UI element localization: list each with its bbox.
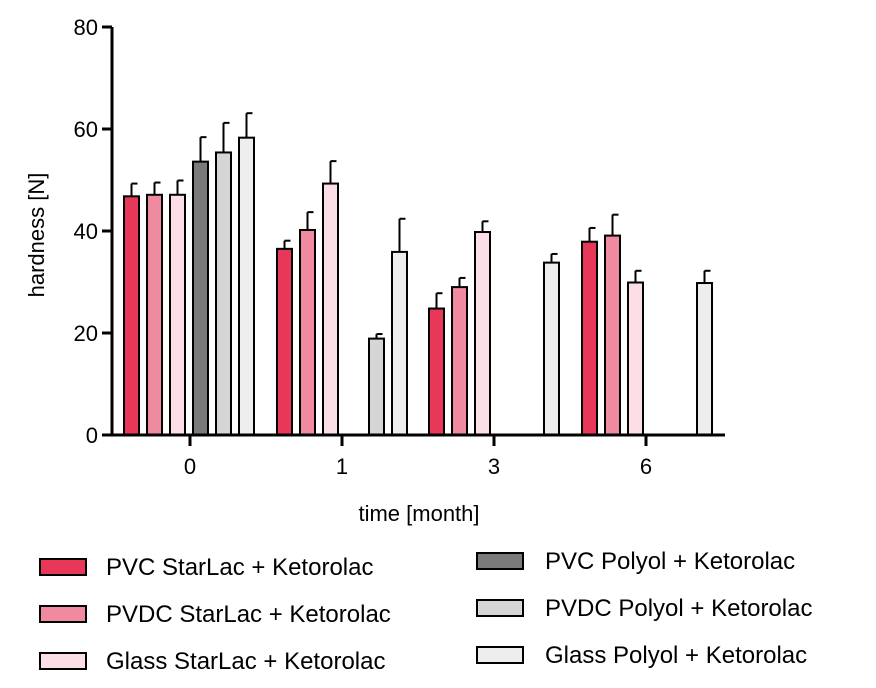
y-tick-label-0: 0 [86,423,98,448]
bar-5-2 [543,261,560,436]
bar-5-0 [238,136,255,436]
x-ticks: 0 1 3 6 [184,435,652,479]
legend: PVC StarLac + Ketorolac PVDC StarLac + Ke… [39,548,812,675]
bar-1-1 [299,228,316,436]
legend-label-4: PVDC Polyol + Ketorolac [545,595,812,622]
bar-2-3 [627,281,644,437]
bar-1-3 [604,234,621,436]
bar-0-3 [581,240,598,436]
y-tick-label-3: 60 [74,117,98,142]
y-tick-label-4: 80 [74,15,98,40]
legend-label-5: Glass Polyol + Ketorolac [545,642,807,669]
bar-2-1 [322,182,339,436]
legend-swatch-2 [39,652,87,670]
bar-4-1 [368,337,385,436]
legend-swatch-5 [476,646,524,664]
bars-layer [123,136,713,437]
x-tick-label-0: 0 [184,454,196,479]
legend-swatch-4 [476,599,524,617]
legend-swatch-0 [39,558,87,576]
bar-4-0 [215,151,232,437]
bar-2-0 [169,193,186,436]
bar-0-0 [123,195,140,436]
legend-label-3: PVC Polyol + Ketorolac [545,548,795,575]
y-ticks: 0 20 40 60 80 [74,15,112,448]
bar-1-2 [451,286,468,436]
x-tick-label-2: 3 [488,454,500,479]
y-axis-title: hardness [N] [24,173,49,298]
x-tick-label-3: 6 [640,454,652,479]
legend-swatch-3 [476,552,524,570]
legend-swatch-1 [39,605,87,623]
bar-5-1 [391,250,408,436]
error-bars-layer [130,112,711,339]
bar-1-0 [146,193,163,436]
x-axis-title: time [month] [358,501,479,526]
y-tick-label-1: 20 [74,321,98,346]
bar-0-1 [276,247,293,436]
legend-label-0: PVC StarLac + Ketorolac [106,554,373,581]
y-tick-label-2: 40 [74,219,98,244]
legend-label-2: Glass StarLac + Ketorolac [106,648,385,675]
bar-5-3 [696,282,713,436]
x-tick-label-1: 1 [336,454,348,479]
bar-0-2 [428,307,445,436]
legend-label-1: PVDC StarLac + Ketorolac [106,601,391,628]
bar-2-2 [474,231,491,436]
bar-3-0 [192,160,209,436]
